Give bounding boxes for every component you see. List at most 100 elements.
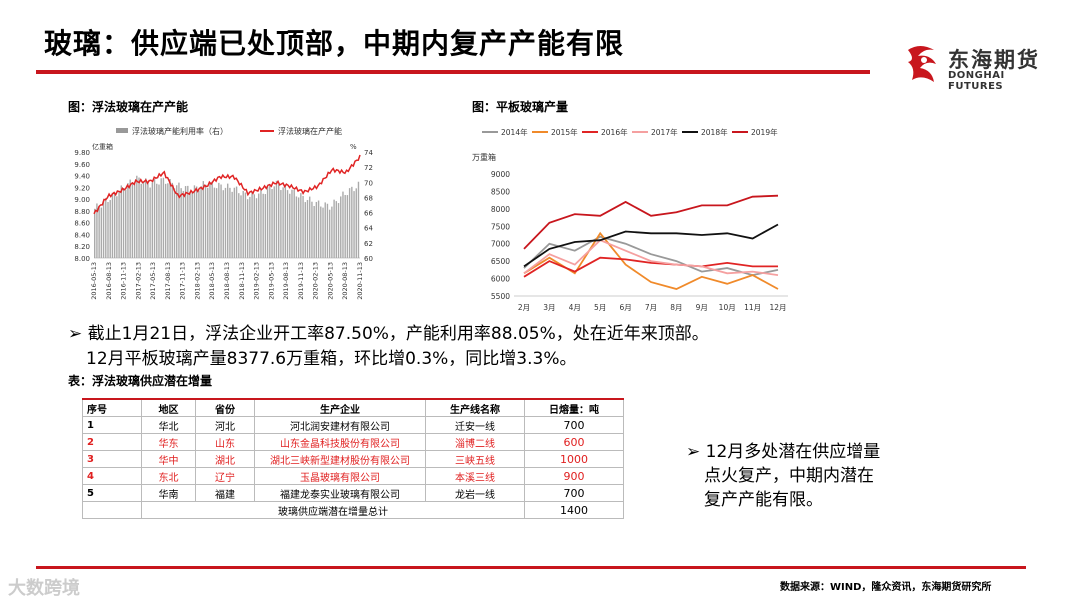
y-axis-tick: 6500 [491, 257, 510, 266]
utilization-bar [136, 175, 138, 258]
left-axis-tick: 8.40 [74, 231, 90, 239]
utilization-bar [167, 183, 169, 258]
table-row: 5 华南 福建 福建龙泰实业玻璃有限公司 龙岩一线 700 [82, 484, 624, 502]
utilization-bar [125, 189, 127, 258]
table-cell: 600 [524, 433, 624, 451]
utilization-bar [306, 200, 309, 258]
utilization-bar [262, 193, 264, 258]
table-cell: 华中 [141, 450, 196, 468]
figure2-title: 图：平板玻璃产量 [472, 100, 569, 114]
x-axis-tick: 2月 [518, 303, 530, 312]
x-axis-tick: 2019-02-13 [253, 262, 261, 300]
utilization-bar [109, 200, 111, 258]
left-axis-tick: 9.60 [74, 161, 90, 169]
header-cell: 生产线名称 [425, 398, 525, 417]
utilization-bar [348, 188, 351, 258]
table-cell: 2 [82, 433, 142, 451]
table-cell: 河北润安建材有限公司 [254, 416, 426, 434]
utilization-bar [164, 183, 167, 258]
series-line-2014年 [523, 235, 779, 277]
right-axis-tick: 72 [364, 164, 373, 172]
y-axis-tick: 6000 [491, 275, 510, 284]
utilization-bar [229, 187, 231, 258]
x-axis-tick: 2019-11-13 [297, 262, 305, 300]
table-cell: 华南 [141, 484, 196, 502]
utilization-bar [353, 191, 355, 258]
utilization-bar [211, 181, 213, 258]
x-axis-tick: 10月 [719, 303, 736, 312]
table-title: 表：浮法玻璃供应潜在增量 [68, 374, 213, 388]
table-header-row: 序号 地区 省份 生产企业 生产线名称 日熔量：吨 [82, 398, 624, 417]
utilization-bar [260, 190, 262, 258]
utilization-bar [324, 202, 326, 258]
table-cell: 东北 [141, 467, 196, 485]
legend-label-bar: 浮法玻璃产能利用率（右） [132, 126, 228, 136]
utilization-bar [169, 179, 171, 258]
bullet2-line1: 12月多处潜在供应增量 [705, 442, 881, 462]
legend-label: 2017年 [651, 127, 678, 137]
table-cell: 福建 [195, 484, 255, 502]
left-axis-tick: 8.60 [74, 220, 90, 228]
table-cell: 迁安一线 [425, 416, 525, 434]
capacity-line [93, 154, 361, 215]
company-logo: 东海期货 DONGHAI FUTURES [900, 40, 1060, 92]
utilization-bar [151, 182, 154, 258]
y-axis-tick: 5500 [491, 292, 510, 301]
utilization-bar [180, 188, 182, 258]
x-axis-tick: 5月 [594, 303, 606, 312]
utilization-bar [118, 191, 120, 258]
footer-divider [36, 566, 1026, 569]
header-cell: 地区 [141, 398, 196, 417]
x-axis-tick: 2018-11-13 [238, 262, 246, 300]
utilization-bar [266, 186, 269, 258]
table-cell: 龙岩一线 [425, 484, 525, 502]
utilization-bar [111, 192, 114, 258]
x-axis-tick: 2016-08-13 [105, 262, 113, 300]
table-cell: 1 [82, 416, 142, 434]
utilization-bar [231, 191, 233, 258]
x-axis-tick: 2020-05-13 [326, 262, 334, 300]
utilization-bar [271, 189, 273, 258]
left-axis-tick: 9.00 [74, 196, 90, 204]
utilization-bar [351, 186, 353, 258]
header-cell: 生产企业 [254, 398, 426, 417]
left-axis-tick: 9.20 [74, 184, 90, 192]
table-cell: 湖北 [195, 450, 255, 468]
utilization-bar [304, 202, 306, 258]
page-title: 玻璃：供应端已处顶部，中期内复产产能有限 [44, 27, 625, 60]
utilization-bar [176, 185, 178, 258]
header-cell: 序号 [82, 398, 142, 417]
utilization-bar [127, 183, 129, 258]
data-source: 数据来源：WIND，隆众资讯，东海期货研究所 [780, 582, 992, 593]
utilization-bar [224, 187, 227, 258]
utilization-bar [293, 189, 295, 258]
table-cell [82, 501, 142, 519]
table-cell: 700 [524, 484, 624, 502]
utilization-bar [313, 206, 315, 258]
table-row: 4 东北 辽宁 玉晶玻璃有限公司 本溪三线 900 [82, 467, 624, 485]
x-axis-tick: 2016-11-13 [120, 262, 128, 300]
table-total-row: 玻璃供应端潜在增量总计 1400 [82, 501, 624, 519]
utilization-bar [286, 190, 289, 258]
utilization-bar [322, 207, 324, 258]
utilization-bar [209, 182, 211, 258]
bullet-arrow-icon: ➢ [68, 324, 88, 344]
table-cell: 1000 [524, 450, 624, 468]
utilization-bar [342, 191, 344, 258]
x-axis-tick: 2017-08-13 [164, 262, 172, 300]
utilization-bar [328, 209, 331, 258]
left-axis-tick: 8.20 [74, 243, 90, 251]
utilization-bar [120, 185, 122, 258]
table-cell: 华北 [141, 416, 196, 434]
table-cell: 3 [82, 450, 142, 468]
utilization-bar [317, 200, 320, 258]
utilization-bar [320, 206, 322, 258]
utilization-bar [326, 203, 329, 258]
right-axis-tick: 70 [364, 179, 373, 187]
utilization-bar [171, 182, 173, 258]
table-cell: 4 [82, 467, 142, 485]
supply-table: 序号 地区 省份 生产企业 生产线名称 日熔量：吨 1 华北 河北 河北润安建材… [82, 398, 624, 519]
left-axis-tick: 8.80 [74, 208, 90, 216]
